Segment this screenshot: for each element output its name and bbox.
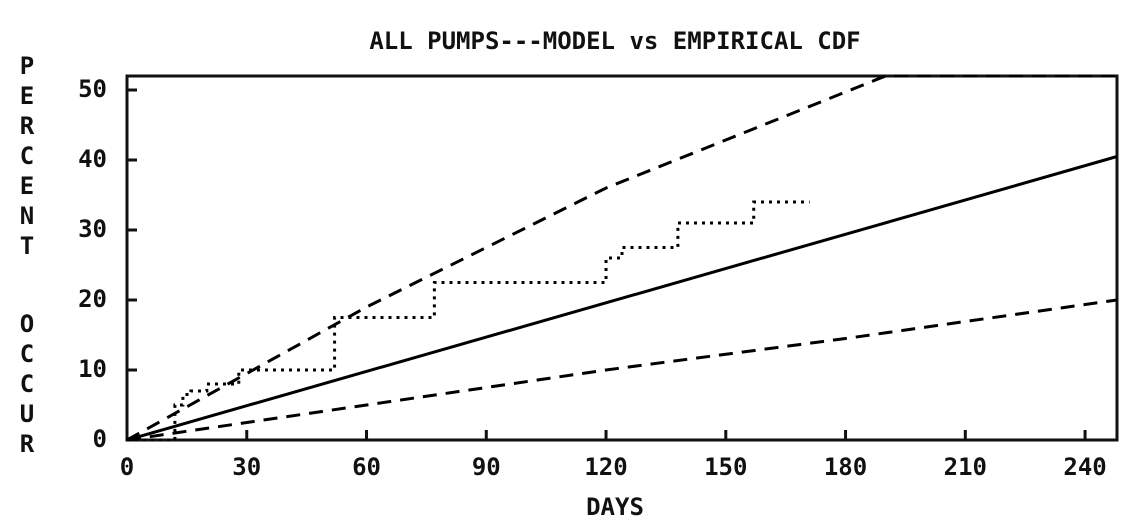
series-line: [126, 298, 1118, 442]
y-axis-label: OCCUR: [13, 310, 41, 460]
y-tick-label: 40: [78, 145, 107, 173]
series-line: [126, 74, 1117, 442]
x-tick-label: 150: [704, 453, 747, 481]
chart-title: ALL PUMPS---MODEL vs EMPIRICAL CDF: [369, 27, 860, 55]
x-tick-label: 0: [120, 453, 134, 481]
y-tick-label: 10: [78, 355, 107, 383]
x-tick-label: 180: [824, 453, 867, 481]
y-tick-label: 30: [78, 215, 107, 243]
x-tick-label: 60: [352, 453, 381, 481]
x-tick-label: 30: [232, 453, 261, 481]
plot-frame: [125, 74, 1119, 442]
series-line: [127, 200, 810, 442]
y-tick-label: 50: [78, 75, 107, 103]
x-tick-label: 240: [1063, 453, 1106, 481]
x-tick-label: 210: [944, 453, 987, 481]
series-line: [126, 155, 1118, 442]
y-tick-label: 0: [93, 425, 107, 453]
x-tick-label: 120: [584, 453, 627, 481]
y-tick-label: 20: [78, 285, 107, 313]
y-axis-label: PERCENT: [13, 52, 41, 262]
x-axis-label: DAYS: [586, 493, 644, 521]
x-tick-label: 90: [472, 453, 501, 481]
